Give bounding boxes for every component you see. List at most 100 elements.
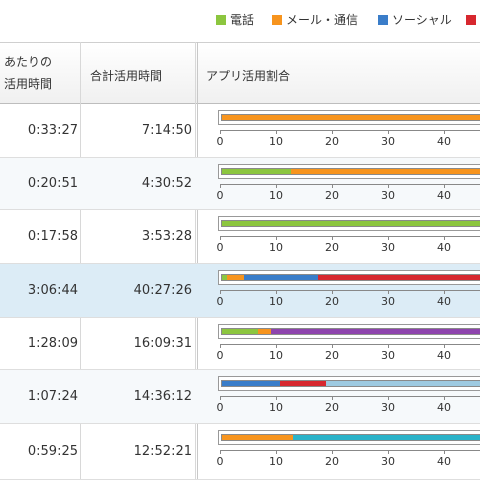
- total-time-cell: 40:27:26: [133, 283, 192, 298]
- axis-tick-label: 10: [269, 241, 283, 254]
- axis-tick: [388, 450, 389, 454]
- axis-tick: [332, 450, 333, 454]
- axis-tick: [444, 450, 445, 454]
- bar-segment: [222, 221, 480, 226]
- legend-label: メール・通信: [286, 13, 359, 27]
- table-row[interactable]: 1:07:24 14:36:12 0 10 20 30 40: [0, 370, 480, 424]
- axis-tick: [276, 344, 277, 348]
- total-time-cell: 12:52:21: [133, 444, 192, 459]
- header-app-ratio[interactable]: アプリ活用割合: [196, 43, 480, 103]
- axis-tick-label: 0: [216, 401, 224, 414]
- axis-tick: [276, 130, 277, 134]
- bar-segment: [243, 275, 318, 280]
- table-row[interactable]: 0:59:25 12:52:21 0 10 20 30 40: [0, 424, 480, 480]
- axis-line: [220, 344, 480, 345]
- axis-tick: [332, 236, 333, 240]
- table-row[interactable]: 0:20:51 4:30:52 0 10 20 30 40: [0, 158, 480, 210]
- axis-tick: [388, 236, 389, 240]
- axis-line: [220, 450, 480, 451]
- axis-tick-label: 40: [437, 455, 451, 468]
- table-row[interactable]: 3:06:44 40:27:26 0 10 20 30 40: [0, 264, 480, 318]
- header-avg-line1: あたりの: [4, 55, 53, 69]
- axis-tick-label: 40: [437, 295, 451, 308]
- axis-tick-label: 30: [381, 401, 395, 414]
- axis-tick: [220, 236, 221, 240]
- stacked-bar: [218, 270, 480, 285]
- bar-segment: [279, 381, 327, 386]
- legend-label: ソーシャル: [392, 13, 452, 27]
- bar-segment: [227, 275, 244, 280]
- header-total-time[interactable]: 合計活用時間: [80, 43, 196, 103]
- header-total-label: 合計活用時間: [90, 69, 163, 83]
- axis-tick-label: 0: [216, 349, 224, 362]
- axis-tick-label: 20: [325, 349, 339, 362]
- legend-swatch: [466, 15, 476, 25]
- app-ratio-bar-chart: 0 10 20 30 40: [198, 370, 480, 423]
- axis-tick: [332, 130, 333, 134]
- app-ratio-bar-chart: 0 10 20 30 40: [198, 210, 480, 263]
- avg-time-cell: 1:07:24: [27, 389, 78, 404]
- axis-tick-label: 10: [269, 349, 283, 362]
- axis-tick: [276, 236, 277, 240]
- avg-time-cell: 0:20:51: [27, 176, 78, 191]
- bar-segment: [222, 115, 480, 120]
- stacked-bar: [218, 430, 480, 445]
- axis-tick-label: 40: [437, 135, 451, 148]
- axis-tick-label: 30: [381, 189, 395, 202]
- stacked-bar: [218, 324, 480, 339]
- avg-time-cell: 0:59:25: [27, 444, 78, 459]
- stacked-bar: [218, 110, 480, 125]
- axis-tick-label: 20: [325, 135, 339, 148]
- axis-tick: [444, 184, 445, 188]
- axis-tick: [220, 130, 221, 134]
- column-divider: [195, 42, 196, 480]
- axis-tick: [276, 290, 277, 294]
- bar-segment: [257, 329, 272, 334]
- avg-time-cell: 0:17:58: [27, 229, 78, 244]
- bar-segment: [290, 169, 480, 174]
- avg-time-cell: 1:28:09: [27, 336, 78, 351]
- bar-segment: [222, 381, 280, 386]
- bar-segment: [317, 275, 480, 280]
- total-time-cell: 3:53:28: [141, 229, 192, 244]
- bar-segment: [326, 381, 480, 386]
- avg-time-cell: 0:33:27: [27, 123, 78, 138]
- axis-tick-label: 0: [216, 455, 224, 468]
- app-ratio-bar-chart: 0 10 20 30 40: [198, 424, 480, 479]
- legend-swatch: [272, 15, 282, 25]
- axis-tick-label: 0: [216, 295, 224, 308]
- axis-tick: [220, 450, 221, 454]
- app-ratio-bar-chart: 0 10 20 30 40: [198, 264, 480, 317]
- table-row[interactable]: 1:28:09 16:09:31 0 10 20 30 40: [0, 318, 480, 370]
- axis-tick: [444, 130, 445, 134]
- axis-line: [220, 236, 480, 237]
- axis-tick: [332, 290, 333, 294]
- axis-tick-label: 40: [437, 189, 451, 202]
- axis-tick: [276, 450, 277, 454]
- axis-tick-label: 30: [381, 455, 395, 468]
- axis-tick-label: 30: [381, 349, 395, 362]
- total-time-cell: 7:14:50: [141, 123, 192, 138]
- app-ratio-bar-chart: 0 10 20 30 40: [198, 318, 480, 369]
- axis-tick-label: 0: [216, 135, 224, 148]
- header-avg-time[interactable]: あたりの 活用時間: [0, 43, 80, 103]
- table-row[interactable]: 0:33:27 7:14:50 0 10 20 30 40: [0, 104, 480, 158]
- bar-segment: [271, 329, 480, 334]
- axis-tick: [388, 396, 389, 400]
- axis-tick: [220, 396, 221, 400]
- bar-segment: [222, 169, 291, 174]
- app-ratio-bar-chart: 0 10 20 30 40: [198, 158, 480, 209]
- header-ratio-label: アプリ活用割合: [206, 69, 291, 83]
- stacked-bar: [218, 376, 480, 391]
- axis-tick-label: 20: [325, 241, 339, 254]
- column-divider: [80, 42, 81, 480]
- axis-tick-label: 40: [437, 241, 451, 254]
- axis-tick: [444, 396, 445, 400]
- bar-segment: [222, 275, 228, 280]
- axis-tick: [276, 396, 277, 400]
- axis-tick: [388, 290, 389, 294]
- table-header: あたりの 活用時間 合計活用時間 アプリ活用割合: [0, 42, 480, 104]
- bar-segment: [222, 329, 258, 334]
- table-row[interactable]: 0:17:58 3:53:28 0 10 20 30 40: [0, 210, 480, 264]
- total-time-cell: 4:30:52: [141, 176, 192, 191]
